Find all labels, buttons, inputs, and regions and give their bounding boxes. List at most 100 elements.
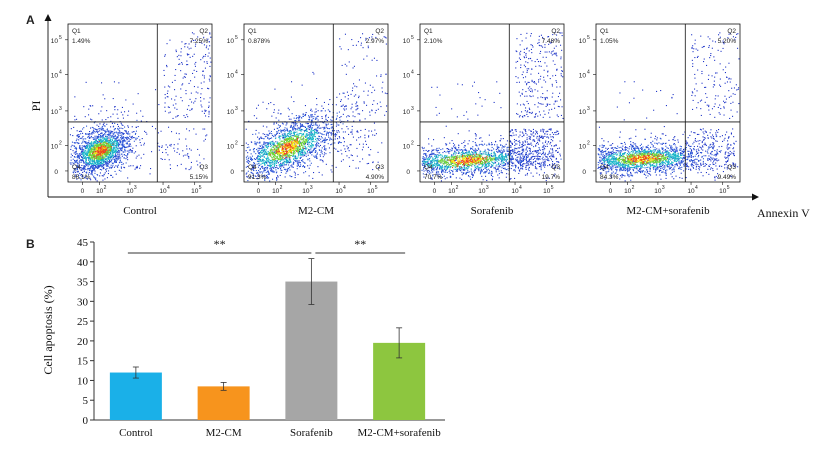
panel-b-letter: B bbox=[26, 237, 35, 251]
quadrant-value-q2: 7.25% bbox=[190, 38, 209, 45]
y-tick-label: 10 bbox=[579, 144, 587, 151]
x-tick-label: 0 bbox=[433, 188, 437, 195]
x-tick-label: M2-CM bbox=[206, 427, 242, 439]
dot-cloud bbox=[597, 32, 740, 182]
bar-1 bbox=[109, 372, 162, 420]
panel-a-letter: A bbox=[26, 13, 35, 27]
x-tick-label: 10 bbox=[687, 188, 695, 195]
x-tick-label: 0 bbox=[81, 188, 85, 195]
x-tick-label: 10 bbox=[448, 188, 456, 195]
quadrant-label-q1: Q1 bbox=[600, 28, 609, 35]
quadrant-value-q1: 1.49% bbox=[72, 38, 91, 45]
y-tick-label: 10 bbox=[403, 38, 411, 45]
x-tick-exponent: 4 bbox=[695, 185, 698, 191]
bar-2 bbox=[197, 386, 250, 420]
x-tick-exponent: 5 bbox=[727, 185, 730, 191]
x-tick-label: 0 bbox=[257, 188, 261, 195]
bar-chart-plot: 0 5 10 15 20 25 30 35 40 45 Control M2-CM Sorafenib M… bbox=[77, 237, 445, 439]
error-bar bbox=[132, 366, 139, 379]
flow-plot-label: M2-CM+sorafenib bbox=[626, 205, 710, 217]
x-tick-exponent: 3 bbox=[310, 185, 313, 191]
significance-label: ** bbox=[214, 237, 226, 251]
significance-label: ** bbox=[354, 237, 366, 251]
y-tick-exponent: 2 bbox=[235, 141, 238, 147]
y-tick-label: 5 bbox=[83, 395, 89, 407]
y-tick-label: 10 bbox=[51, 73, 59, 80]
x-tick-exponent: 5 bbox=[375, 185, 378, 191]
error-bar bbox=[396, 327, 403, 359]
x-tick-exponent: 3 bbox=[486, 185, 489, 191]
y-tick-exponent: 3 bbox=[411, 106, 414, 112]
y-tick-label: 25 bbox=[77, 316, 89, 328]
x-tick-label: 10 bbox=[478, 188, 486, 195]
y-tick-exponent: 4 bbox=[587, 70, 590, 76]
dot-cloud bbox=[421, 32, 564, 182]
x-tick-exponent: 4 bbox=[519, 185, 522, 191]
y-tick-label: 40 bbox=[77, 257, 89, 269]
x-tick-exponent: 4 bbox=[167, 185, 170, 191]
y-tick-label: 10 bbox=[579, 109, 587, 116]
axis-arrow-icon bbox=[752, 193, 759, 201]
x-tick-exponent: 2 bbox=[456, 185, 459, 191]
quadrant-label-q4: Q4 bbox=[600, 164, 609, 171]
x-tick-label: 10 bbox=[96, 188, 104, 195]
x-tick-label: 10 bbox=[335, 188, 343, 195]
y-tick-label: 0 bbox=[54, 169, 58, 176]
quadrant-label-q1: Q1 bbox=[248, 28, 257, 35]
quadrant-label-q4: Q4 bbox=[72, 164, 81, 171]
x-tick-exponent: 5 bbox=[551, 185, 554, 191]
quadrant-value-q2: 5.20% bbox=[718, 38, 737, 45]
quadrant-label-q2: Q2 bbox=[551, 28, 560, 35]
y-tick-exponent: 2 bbox=[587, 141, 590, 147]
x-tick-label: 10 bbox=[543, 188, 551, 195]
y-tick-label: 0 bbox=[230, 169, 234, 176]
quadrant-value-q3: 4.90% bbox=[366, 174, 385, 181]
x-tick-label: M2-CM+sorafenib bbox=[358, 427, 442, 439]
quadrant-value-q2: 7.48% bbox=[542, 38, 561, 45]
quadrant-label-q2: Q2 bbox=[375, 28, 384, 35]
y-tick-label: 10 bbox=[579, 73, 587, 80]
quadrant-label-q4: Q4 bbox=[424, 164, 433, 171]
y-tick-label: 10 bbox=[403, 144, 411, 151]
quadrant-label-q1: Q1 bbox=[72, 28, 81, 35]
x-tick-label: 10 bbox=[272, 188, 280, 195]
y-tick-label: 10 bbox=[227, 73, 235, 80]
annexin-axis bbox=[44, 14, 759, 201]
quadrant-value-q3: 9.49% bbox=[718, 174, 737, 181]
y-tick-label: 10 bbox=[579, 38, 587, 45]
quadrant-value-q3: 19.7% bbox=[542, 174, 561, 181]
x-tick-exponent: 3 bbox=[134, 185, 137, 191]
y-tick-exponent: 4 bbox=[235, 70, 238, 76]
x-tick-exponent: 5 bbox=[199, 185, 202, 191]
x-tick-label: 10 bbox=[719, 188, 727, 195]
quadrant-label-q2: Q2 bbox=[727, 28, 736, 35]
dot-cloud bbox=[69, 32, 212, 182]
quadrant-value-q4: 86.1% bbox=[72, 174, 91, 181]
quadrant-label-q3: Q3 bbox=[727, 164, 736, 171]
y-tick-exponent: 3 bbox=[59, 106, 62, 112]
y-tick-label: 10 bbox=[227, 144, 235, 151]
x-tick-label: 10 bbox=[511, 188, 519, 195]
y-tick-exponent: 4 bbox=[411, 70, 414, 76]
quadrant-label-q3: Q3 bbox=[551, 164, 560, 171]
y-tick-exponent: 5 bbox=[587, 35, 590, 41]
flow-plot-label: Control bbox=[123, 205, 157, 217]
y-tick-label: 0 bbox=[406, 169, 410, 176]
y-tick-exponent: 5 bbox=[411, 35, 414, 41]
y-tick-label: 10 bbox=[51, 38, 59, 45]
panel-a-x-axis-label: Annexin V bbox=[757, 206, 810, 220]
x-tick-label: 10 bbox=[191, 188, 199, 195]
quadrant-value-q1: 1.05% bbox=[600, 38, 619, 45]
x-tick-exponent: 2 bbox=[632, 185, 635, 191]
quadrant-label-q3: Q3 bbox=[375, 164, 384, 171]
y-tick-exponent: 2 bbox=[59, 141, 62, 147]
plot-frame bbox=[243, 23, 389, 183]
y-tick-label: 10 bbox=[51, 109, 59, 116]
panel-a-y-axis-label: PI bbox=[29, 101, 43, 112]
axis-arrow-icon bbox=[44, 14, 52, 21]
x-tick-label: Sorafenib bbox=[290, 427, 333, 439]
x-tick-label: 10 bbox=[367, 188, 375, 195]
